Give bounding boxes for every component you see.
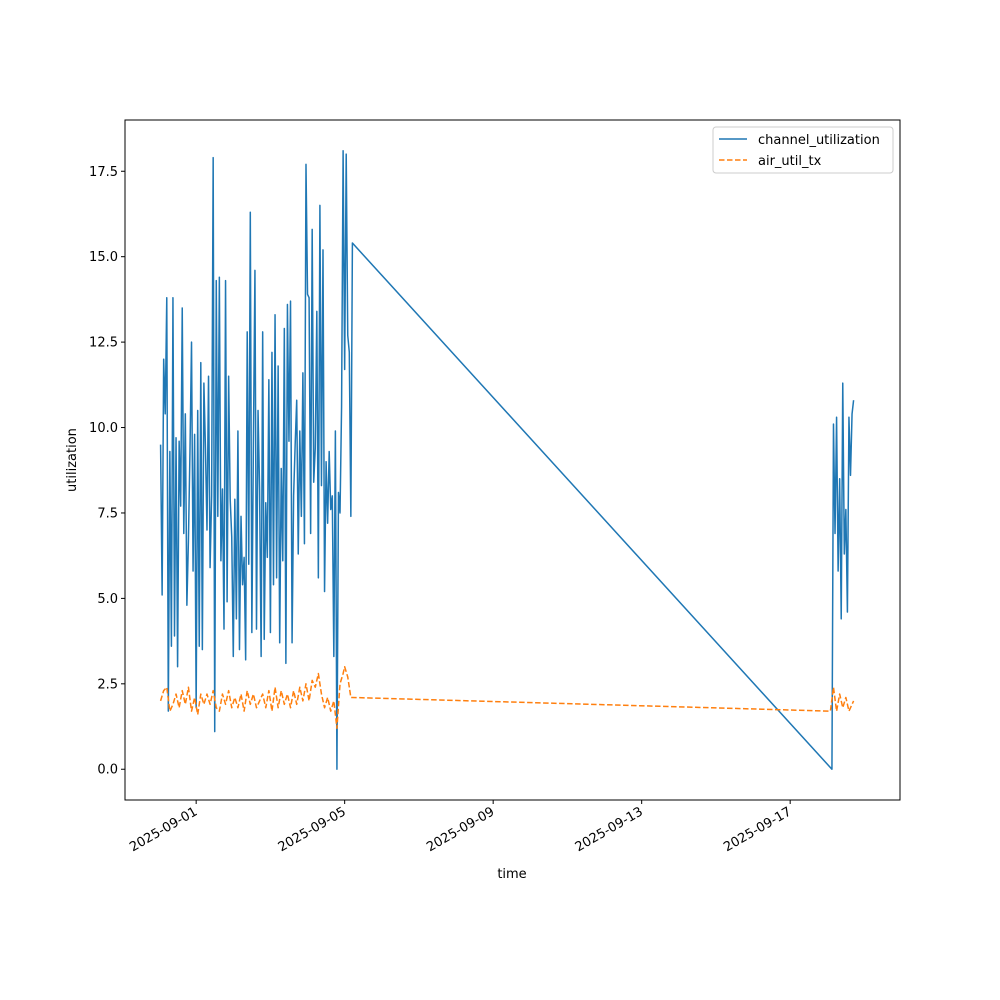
y-axis: 0.0 2.5 5.0 7.5 10.0 12.5 15.0 17.5 [89, 165, 125, 778]
legend-box [712, 126, 894, 174]
y-axis-label: utilization [65, 428, 80, 492]
y-tick-label: 0.0 [97, 763, 118, 778]
y-tick-label: 5.0 [97, 592, 118, 607]
y-tick-label: 15.0 [89, 250, 118, 265]
legend: channel_utilization air_util_tx [712, 126, 894, 174]
y-tick-label: 2.5 [97, 677, 118, 692]
y-tick-label: 10.0 [89, 421, 118, 436]
series-line-channel-utilization [159, 150, 855, 770]
y-tick-label: 12.5 [89, 336, 118, 351]
series-line-air-util-tx [159, 665, 855, 729]
plot-series [159, 150, 855, 770]
plot-frame [124, 119, 901, 801]
x-axis-label: time [497, 867, 526, 882]
y-tick-label: 7.5 [97, 506, 118, 521]
legend-label-channel-utilization: channel_utilization [758, 133, 880, 148]
y-tick-label: 17.5 [89, 165, 118, 180]
legend-label-air-util-tx: air_util_tx [758, 154, 822, 169]
